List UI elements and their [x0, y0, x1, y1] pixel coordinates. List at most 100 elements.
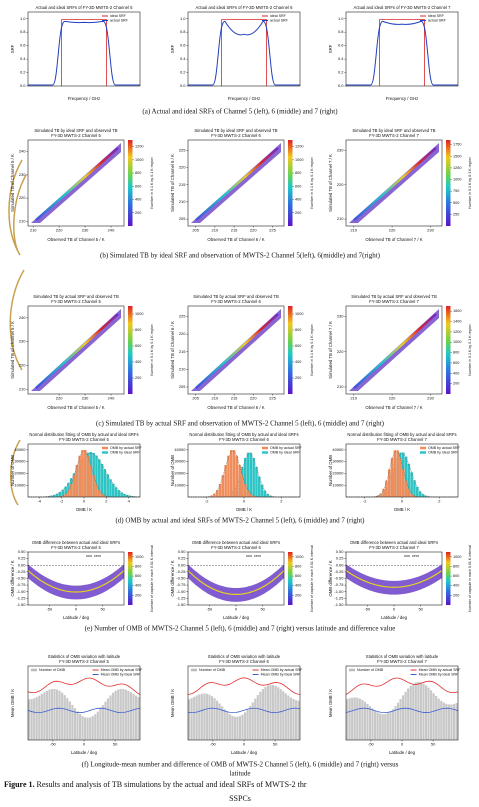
y-axis-label: Simulated TB of Channel 6 / K — [170, 321, 175, 379]
count-bar — [76, 711, 79, 740]
hist-bar — [244, 483, 247, 497]
y-tick-label: 0.25 — [18, 556, 27, 561]
x-tick-label: -50 — [368, 742, 375, 747]
count-bar — [289, 697, 292, 740]
hist-bar — [100, 493, 104, 497]
y-tick-label: 1.0 — [180, 16, 186, 21]
x-tick-label: 50 — [113, 742, 118, 747]
count-bar — [200, 693, 203, 740]
y-tick-label: 0.6 — [180, 43, 186, 48]
count-bar — [419, 682, 422, 740]
count-bar — [358, 698, 361, 740]
count-bar — [363, 701, 366, 740]
colorbar-tick-label: 200 — [135, 593, 141, 597]
y-tick-label: 215 — [179, 349, 186, 354]
hist-bar — [269, 495, 272, 497]
mean-actual-line — [27, 677, 141, 695]
colorbar-tick-label: 800 — [135, 328, 141, 332]
y-tick-label: 40000 — [14, 447, 26, 452]
density-core — [35, 313, 119, 389]
y-tick-label: 1.0 — [338, 16, 344, 21]
y-tick-label: 0.0 — [20, 83, 26, 88]
count-bar — [384, 714, 387, 740]
y-tick-label: 10000 — [174, 482, 186, 487]
count-bar — [53, 688, 56, 740]
hist-bar — [266, 493, 269, 497]
colorbar — [288, 306, 293, 394]
colorbar-tick-label: 400 — [295, 198, 301, 202]
density-band — [346, 564, 442, 595]
count-bar — [353, 697, 356, 740]
plot-title: FY-3D MWTS-2 Channel 7 — [369, 299, 419, 304]
y-tick-label: 210 — [19, 218, 26, 223]
count-bar — [96, 711, 99, 740]
density-band — [349, 143, 439, 223]
hist-bar — [258, 476, 261, 497]
density-band — [28, 564, 124, 600]
count-bar — [40, 694, 43, 740]
hist-bar — [120, 492, 123, 497]
count-bar — [198, 694, 201, 740]
hist-bar — [404, 456, 408, 497]
x-tick-label: 2 — [438, 499, 441, 504]
count-bar — [445, 703, 448, 740]
hist-bar — [255, 466, 258, 497]
x-tick-label: 210 — [212, 228, 219, 233]
colorbar-tick-label: 200 — [295, 376, 301, 380]
hist-bar — [103, 495, 107, 497]
x-tick-label: 220 — [56, 228, 63, 233]
count-bar — [84, 717, 87, 740]
x-tick-label: -50 — [50, 742, 57, 747]
ornament — [8, 159, 27, 506]
hist-bar — [126, 495, 129, 497]
colorbar-tick-label: 800 — [295, 328, 301, 332]
y-tick-label: -0.25 — [176, 569, 186, 574]
y-tick-label: 240 — [19, 149, 26, 154]
count-bar — [437, 698, 440, 740]
y-tick-label: 0.2 — [20, 70, 26, 75]
hist-bar — [106, 474, 109, 497]
panel-caption: (f) Longitude-mean number and difference… — [82, 761, 399, 769]
x-axis-label: Latitude / deg — [63, 615, 90, 620]
colorbar-tick-label: 800 — [453, 564, 459, 568]
count-bar — [216, 700, 219, 740]
x-tick-label: 4 — [128, 499, 131, 504]
y-axis-label: Simulated TB of Channel 5 / K — [10, 154, 15, 212]
y-tick-label: 225 — [179, 314, 186, 319]
y-tick-label: 20000 — [14, 471, 26, 476]
panels: Actual and ideal SRFs of FY-3D MWTS-2 Ch… — [4, 5, 472, 803]
hist-bar — [72, 475, 76, 497]
count-bar — [264, 686, 267, 740]
x-axis-label: Latitude / deg — [71, 750, 98, 755]
density-core — [353, 147, 437, 221]
colorbar-tick-label: 1600 — [453, 309, 461, 313]
count-bar — [193, 696, 196, 740]
plot-title: Normal distribution fitting of OMB by ac… — [347, 432, 456, 437]
y-tick-label: -0.75 — [334, 582, 344, 587]
y-tick-label: 30000 — [14, 459, 26, 464]
legend-label: Number of OMB — [199, 668, 226, 672]
plot-title: Simulated TB by ideal SRF and observed T… — [352, 128, 435, 133]
y-tick-label: 230 — [337, 314, 344, 319]
legend-label: OMB by actual SRF — [110, 446, 143, 450]
hist-bar — [218, 483, 222, 497]
figure-caption: Figure 1. Results and analysis of TB simu… — [4, 780, 307, 789]
legend-label: actual SRF — [428, 18, 447, 22]
count-bar — [58, 690, 61, 740]
x-tick-label: 230 — [427, 228, 434, 233]
x-tick-label: 220 — [389, 228, 396, 233]
hist-bar — [413, 495, 416, 497]
count-bar — [223, 709, 226, 740]
colorbar — [288, 552, 293, 605]
y-tick-label: 0.8 — [20, 29, 26, 34]
y-tick-label: 205 — [179, 216, 186, 221]
y-axis-label: Number of OMB — [10, 455, 15, 486]
y-axis-label: Simulated TB of Channel 7 / K — [328, 321, 333, 379]
hist-bar — [128, 495, 132, 497]
count-bar — [73, 708, 76, 740]
x-axis-label: Frequency / GHz — [228, 96, 260, 101]
mean-ideal-line — [27, 707, 141, 714]
y-tick-label: 0.6 — [338, 43, 344, 48]
plot-frame — [187, 139, 285, 227]
density-core — [187, 570, 285, 596]
